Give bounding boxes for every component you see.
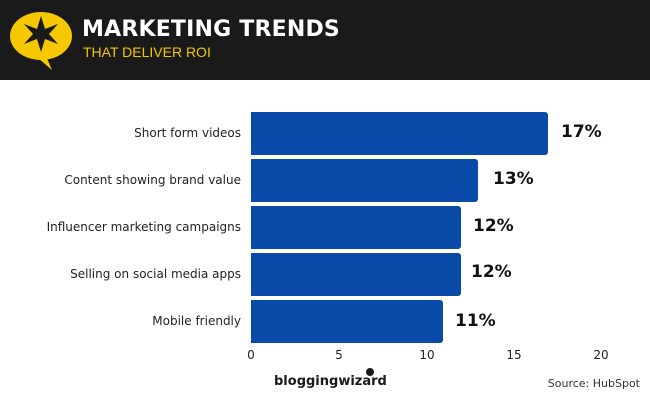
chart-subtitle: THAT DELIVER ROI — [83, 44, 211, 60]
bar-mobile-friendly — [251, 300, 443, 343]
category-label: Content showing brand value — [64, 173, 241, 187]
bar-content-brand-value — [251, 159, 478, 202]
x-tick: 0 — [247, 348, 255, 362]
category-label: Selling on social media apps — [70, 267, 241, 281]
x-tick: 20 — [593, 348, 609, 362]
x-tick: 10 — [419, 348, 435, 362]
brand-logo: bloggingwizard — [274, 374, 387, 389]
category-label: Mobile friendly — [152, 314, 241, 328]
value-label: 11% — [455, 311, 496, 331]
bar-selling-social-media — [251, 253, 461, 296]
value-label: 13% — [493, 169, 534, 189]
category-label: Influencer marketing campaigns — [46, 220, 241, 234]
bar-short-form-videos — [251, 112, 548, 155]
source-note: Source: HubSpot — [547, 377, 640, 390]
x-tick: 15 — [506, 348, 522, 362]
category-label: Short form videos — [134, 126, 241, 140]
value-label: 12% — [473, 216, 514, 236]
x-tick: 5 — [335, 348, 343, 362]
value-label: 12% — [471, 262, 512, 282]
bar-influencer-marketing — [251, 206, 461, 249]
header-banner: MARKETING TRENDS THAT DELIVER ROI — [0, 0, 650, 80]
brand-bubble-icon — [366, 368, 374, 376]
chart-title: MARKETING TRENDS — [82, 17, 340, 42]
value-label: 17% — [561, 122, 602, 142]
speech-bubble-star-icon — [10, 12, 72, 70]
